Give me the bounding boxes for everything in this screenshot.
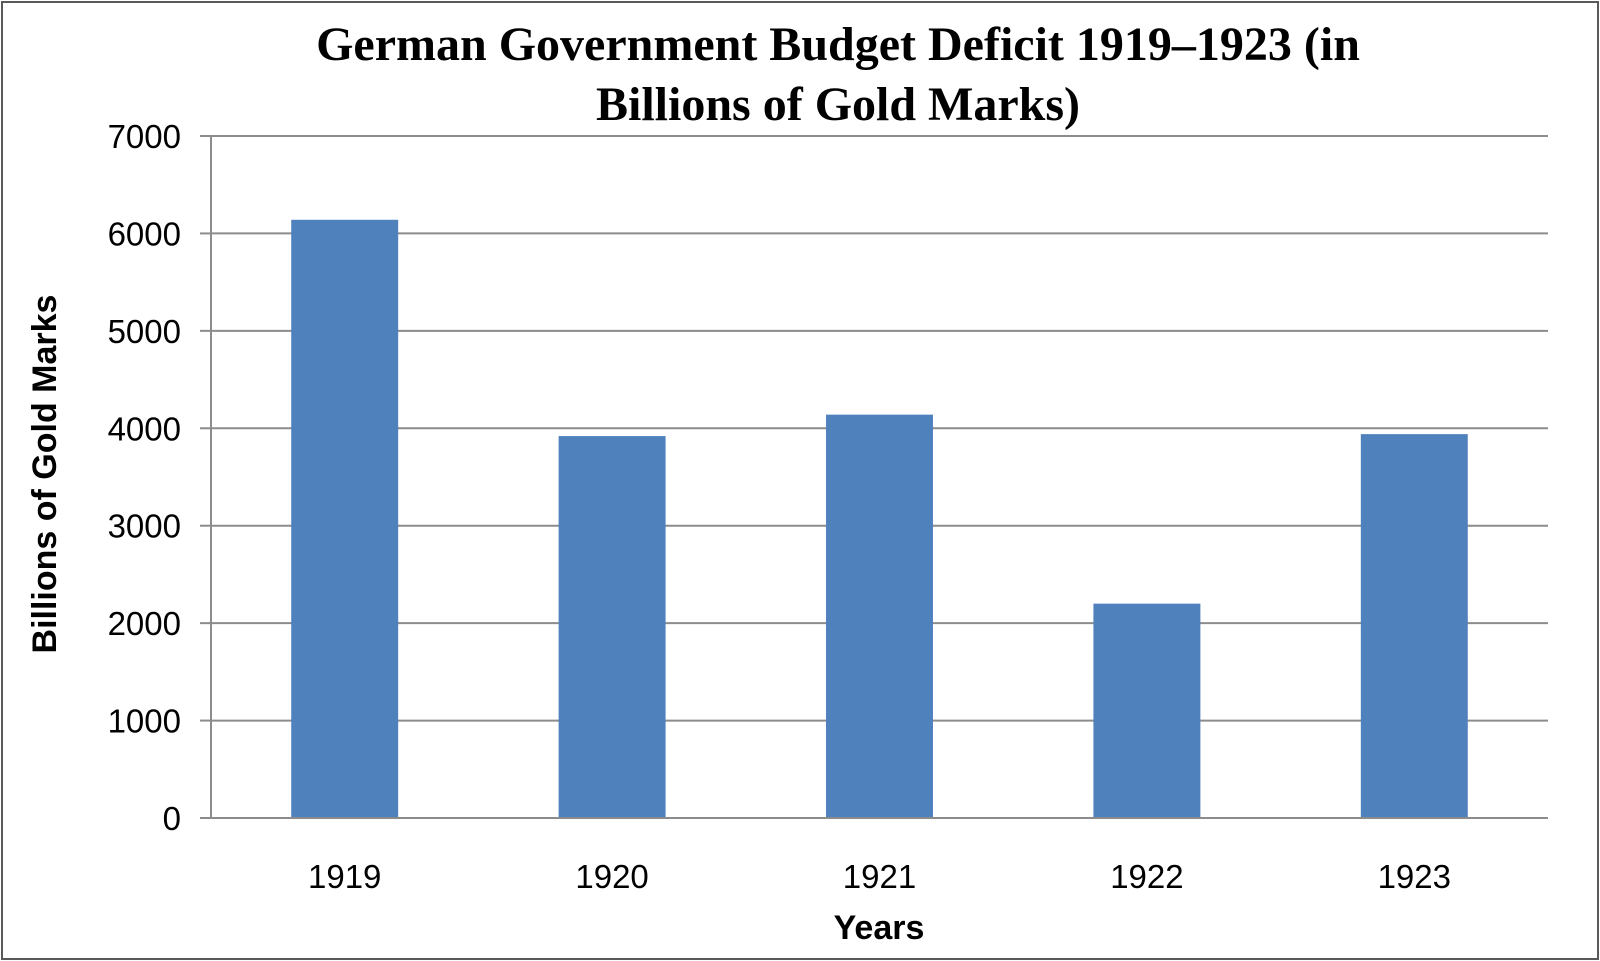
y-tick-label: 7000: [108, 118, 181, 155]
chart-title-line-1: German Government Budget Deficit 1919–19…: [316, 18, 1360, 71]
y-tick-label: 5000: [108, 313, 181, 350]
bar-1919: [291, 219, 399, 818]
axes: [200, 135, 1548, 819]
x-tick-label: 1922: [1110, 858, 1183, 895]
bar-1920: [558, 436, 666, 818]
bar-1922: [1093, 603, 1201, 818]
bar-1923: [1360, 434, 1468, 818]
y-tick-label: 3000: [108, 508, 181, 545]
bars: [291, 219, 1468, 818]
x-tick-label: 1919: [308, 858, 381, 895]
y-tick-label: 2000: [108, 605, 181, 642]
y-tick-label: 4000: [108, 410, 181, 447]
y-tick-labels: 0 1000 2000 3000 4000 5000 6000 7000: [108, 118, 181, 837]
y-tick-label: 1000: [108, 703, 181, 740]
bar-chart: German Government Budget Deficit 1919–19…: [26, 18, 1548, 947]
y-tick-label: 0: [163, 800, 181, 837]
y-tick-label: 6000: [108, 215, 181, 252]
x-axis-label: Years: [834, 909, 925, 947]
y-axis-label: Billions of Gold Marks: [26, 295, 64, 654]
bar-1921: [826, 414, 933, 818]
x-tick-label: 1923: [1378, 858, 1451, 895]
x-tick-label: 1920: [575, 858, 648, 895]
chart-title-line-2: Billions of Gold Marks): [596, 78, 1080, 131]
x-tick-label: 1921: [843, 858, 916, 895]
x-tick-labels: 1919 1920 1921 1922 1923: [308, 858, 1451, 895]
